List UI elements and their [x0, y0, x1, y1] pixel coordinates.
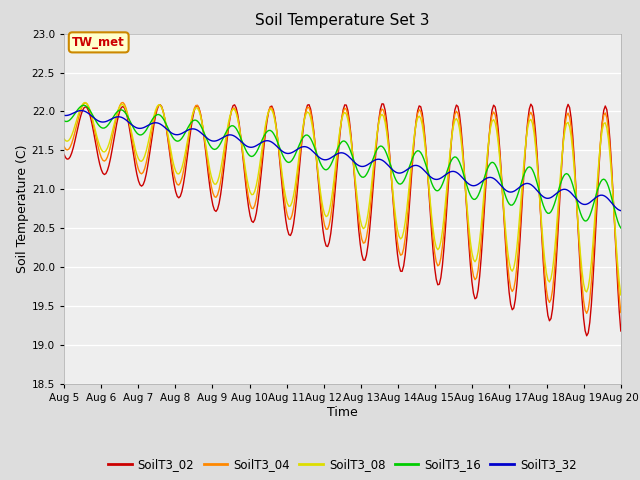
SoilT3_02	[303, 102, 311, 108]
SoilT3_02	[226, 115, 234, 121]
SoilT3_04	[255, 175, 263, 181]
SoilT3_16	[255, 143, 263, 149]
SoilT3_08	[228, 108, 236, 114]
SoilT3_32	[60, 112, 68, 118]
SoilT3_04	[228, 108, 236, 114]
SoilT3_02	[589, 279, 596, 285]
SoilT3_02	[583, 333, 591, 339]
SoilT3_02	[254, 200, 262, 206]
SoilT3_04	[617, 310, 625, 315]
SoilT3_16	[305, 133, 313, 139]
SoilT3_02	[244, 204, 252, 210]
SoilT3_02	[378, 101, 386, 107]
Line: SoilT3_04: SoilT3_04	[64, 103, 621, 313]
SoilT3_16	[228, 123, 236, 129]
SoilT3_08	[246, 189, 254, 195]
SoilT3_16	[617, 225, 625, 231]
Line: SoilT3_08: SoilT3_08	[64, 103, 621, 295]
SoilT3_16	[81, 102, 88, 108]
SoilT3_16	[60, 118, 68, 124]
Title: Soil Temperature Set 3: Soil Temperature Set 3	[255, 13, 429, 28]
SoilT3_02	[60, 151, 68, 157]
SoilT3_02	[129, 144, 136, 149]
SoilT3_32	[246, 144, 254, 150]
SoilT3_04	[305, 105, 313, 110]
SoilT3_08	[130, 140, 138, 146]
Line: SoilT3_32: SoilT3_32	[64, 110, 621, 211]
SoilT3_32	[130, 123, 138, 129]
SoilT3_04	[246, 202, 254, 207]
SoilT3_16	[130, 126, 138, 132]
SoilT3_02	[617, 328, 625, 334]
SoilT3_32	[588, 198, 595, 204]
Y-axis label: Soil Temperature (C): Soil Temperature (C)	[16, 144, 29, 273]
SoilT3_04	[589, 258, 596, 264]
SoilT3_04	[119, 100, 127, 106]
SoilT3_32	[77, 108, 85, 113]
Legend: SoilT3_02, SoilT3_04, SoilT3_08, SoilT3_16, SoilT3_32: SoilT3_02, SoilT3_04, SoilT3_08, SoilT3_…	[104, 454, 581, 476]
SoilT3_16	[246, 153, 254, 159]
SoilT3_08	[60, 136, 68, 142]
X-axis label: Time: Time	[327, 406, 358, 419]
SoilT3_04	[583, 311, 591, 316]
SoilT3_04	[130, 145, 138, 151]
Line: SoilT3_16: SoilT3_16	[64, 105, 621, 228]
SoilT3_08	[82, 100, 90, 106]
SoilT3_08	[255, 164, 263, 170]
Line: SoilT3_02: SoilT3_02	[64, 104, 621, 336]
SoilT3_32	[228, 132, 236, 138]
SoilT3_16	[588, 209, 595, 215]
SoilT3_08	[588, 260, 595, 265]
SoilT3_32	[255, 141, 263, 147]
SoilT3_04	[60, 144, 68, 149]
Text: TW_met: TW_met	[72, 36, 125, 49]
SoilT3_08	[305, 110, 313, 116]
SoilT3_32	[305, 145, 313, 151]
SoilT3_32	[617, 208, 625, 214]
SoilT3_08	[617, 292, 625, 298]
